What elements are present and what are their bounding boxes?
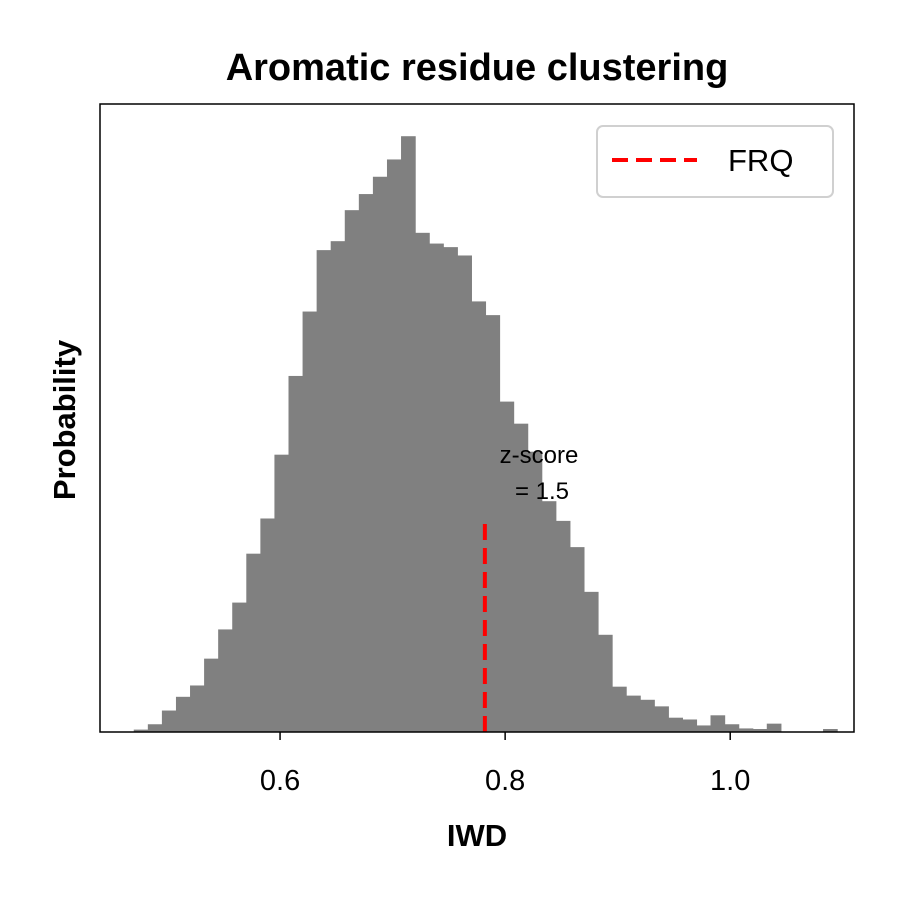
histogram-bar — [147, 724, 163, 732]
legend-box — [596, 125, 834, 198]
histogram-bar — [161, 710, 177, 732]
histogram-bar — [358, 194, 374, 732]
x-axis-label: IWD — [447, 818, 507, 853]
histogram-bar — [372, 176, 388, 732]
histogram-bar — [204, 658, 219, 732]
legend: FRQ — [596, 125, 834, 198]
legend-frq-label: FRQ — [728, 143, 793, 178]
zscore-annotation-line1: z-score — [500, 442, 579, 469]
x-tick-label: 0.8 — [485, 765, 525, 797]
histogram-bar — [823, 729, 838, 732]
histogram-bar — [682, 719, 698, 732]
histogram-bar — [401, 136, 416, 732]
histogram-bars — [133, 136, 838, 733]
histogram-bar — [133, 729, 149, 732]
histogram-bar — [513, 423, 529, 732]
x-tick-label: 1.0 — [710, 765, 750, 797]
histogram-bar — [752, 729, 768, 732]
histogram-bar — [485, 315, 501, 732]
histogram-bar — [640, 699, 655, 732]
histogram-bar — [710, 715, 726, 732]
histogram-bar — [555, 520, 571, 732]
histogram-bar — [626, 695, 641, 732]
histogram-bar — [527, 451, 543, 732]
histogram-bar — [302, 311, 318, 732]
histogram-bar — [260, 518, 276, 732]
histogram-bar — [330, 241, 346, 733]
histogram-bar — [386, 159, 402, 732]
histogram-bar — [344, 210, 360, 732]
histogram-bar — [190, 685, 205, 732]
histogram-bar — [766, 723, 782, 732]
plot-frame — [99, 103, 855, 733]
histogram-bar — [668, 717, 683, 732]
histogram-bar — [429, 243, 444, 732]
histogram-bar — [471, 301, 487, 732]
x-tick-label: 0.6 — [260, 765, 300, 797]
zscore-annotation-line2: = 1.5 — [515, 478, 569, 505]
histogram-bar — [457, 255, 472, 733]
histogram-bar — [232, 602, 247, 732]
chart-title: Aromatic residue clustering — [226, 47, 729, 89]
histogram-bar — [218, 629, 233, 732]
y-axis-label: Probability — [47, 339, 82, 500]
histogram-bar — [288, 375, 304, 732]
histogram-bar — [316, 250, 332, 732]
histogram-bar — [274, 454, 290, 732]
histogram-bar — [415, 232, 430, 732]
histogram-bar — [738, 728, 754, 732]
zscore-annotation: z-score = 1.5 — [500, 442, 579, 505]
histogram-bar — [724, 724, 740, 732]
histogram-bar — [583, 591, 599, 732]
histogram-bar — [597, 634, 613, 732]
histogram-bar — [612, 686, 627, 732]
histogram-bar — [499, 401, 515, 732]
x-axis-ticks: 0.6 0.8 1.0 — [260, 732, 750, 797]
histogram-bar — [696, 725, 712, 732]
histogram-bar — [246, 553, 261, 732]
histogram-bar — [569, 547, 585, 732]
histogram-bar — [541, 501, 557, 732]
histogram-bar — [654, 706, 669, 732]
histogram-bar — [443, 247, 458, 732]
histogram-bar — [175, 696, 191, 732]
